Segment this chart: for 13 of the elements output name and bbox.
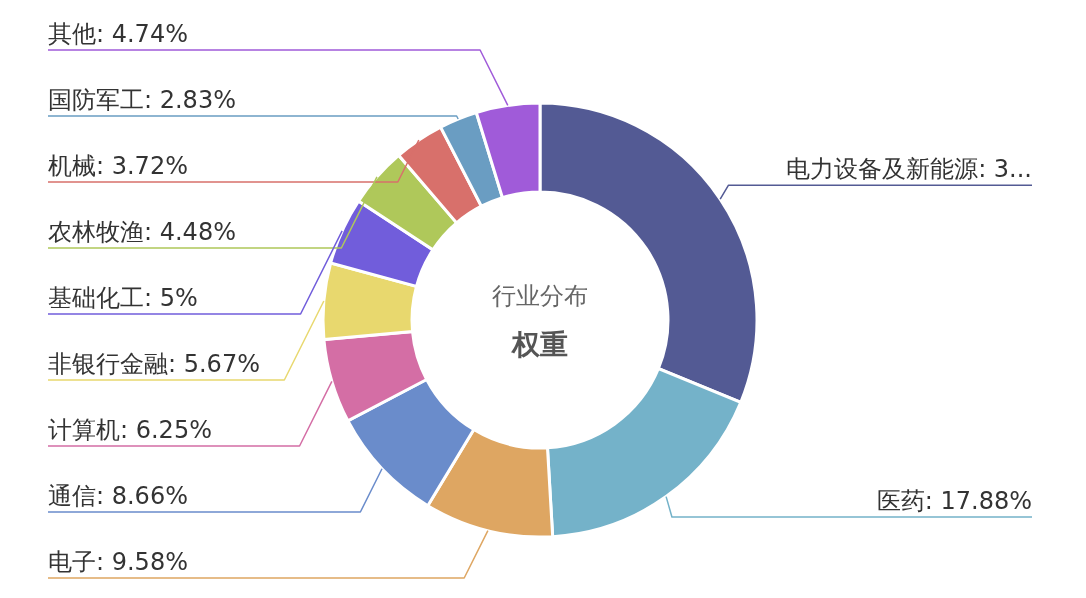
text: 权重 [510,328,568,361]
slice-label: 电子: 9.58% [48,548,188,576]
slice-label: 计算机: 6.25% [48,416,212,444]
slice-label: 基础化工: 5% [48,284,198,312]
text: 行业分布 [492,282,588,310]
slice-label: 通信: 8.66% [48,482,188,510]
slice-label: 电力设备及新能源: 3... [786,155,1032,184]
slice-label: 农林牧渔: 4.48% [48,218,236,246]
slice-label: 其他: 4.74% [48,20,188,48]
slice-label: 非银行金融: 5.67% [48,350,260,378]
slice-label: 国防军工: 2.83% [48,86,236,114]
slice-label: 医药: 17.88% [876,486,1032,515]
slice-label: 机械: 3.72% [48,152,188,180]
